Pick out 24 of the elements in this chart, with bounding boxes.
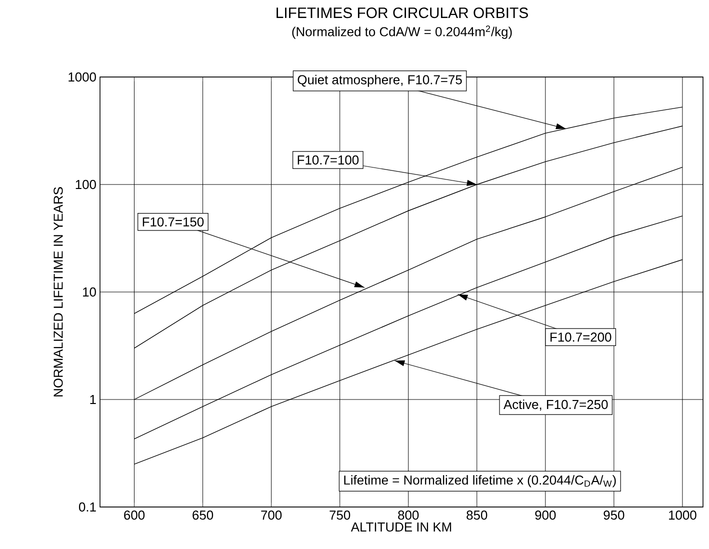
y-axis-title: NORMALIZED LIFETIME IN YEARS: [54, 187, 63, 396]
chart-title: LIFETIMES FOR CIRCULAR ORBITS: [276, 8, 528, 18]
y-tick-label: 10: [83, 287, 96, 297]
annotation: F10.7=100: [298, 155, 359, 165]
annotation: Active, F10.7=250: [504, 400, 608, 411]
x-tick-label: 600: [124, 510, 145, 520]
x-axis-title: ALTITUDE IN KM: [350, 522, 452, 532]
y-tick-label: 0.1: [78, 502, 96, 512]
x-tick-label: 650: [192, 510, 214, 520]
y-tick-label: 100: [76, 180, 96, 190]
y-tick-label: 1000: [68, 72, 96, 82]
annotation: F10.7=150: [142, 217, 204, 226]
x-tick-label: 950: [604, 510, 624, 520]
annotation: Lifetime = Normalized lifetime x (0.2044/C$_{D}$A/$_{W}$): [344, 475, 616, 488]
x-tick-label: 750: [330, 510, 350, 520]
chart-subtitle: (Normalized to CdA/W = 0.2044m$^{2}$/kg): [292, 26, 512, 39]
x-tick-label: 900: [535, 510, 556, 520]
annotation: Quiet atmosphere, F10.7=75: [298, 74, 462, 87]
x-tick-label: 1000: [669, 510, 696, 520]
x-tick-label: 800: [398, 510, 419, 520]
x-tick-label: 700: [261, 510, 282, 520]
y-tick-label: 1: [90, 395, 96, 404]
annotation: F10.7=200: [550, 332, 612, 342]
x-tick-label: 850: [466, 510, 488, 520]
